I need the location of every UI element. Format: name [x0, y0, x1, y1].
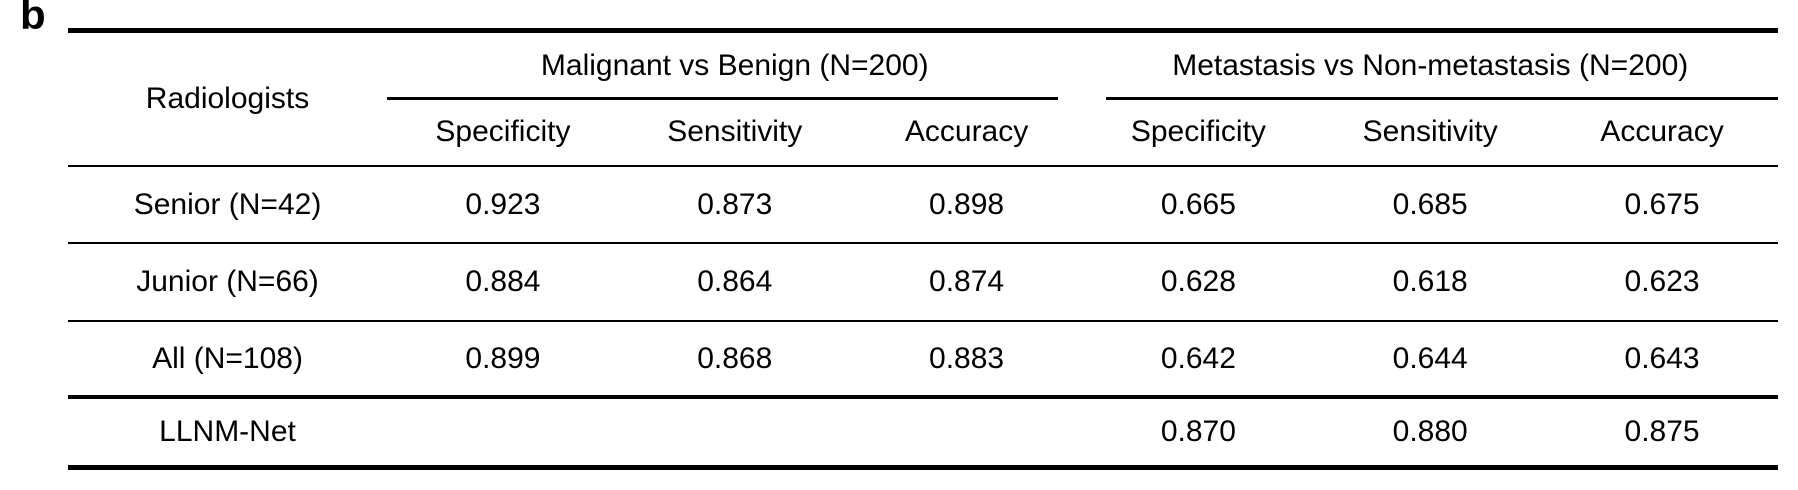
metric-value: 0.685 — [1314, 166, 1547, 244]
panel-label: b — [20, 0, 46, 38]
row-label: Senior (N=42) — [68, 166, 388, 244]
metric-value: 0.618 — [1314, 243, 1547, 322]
metric-value: 0.864 — [618, 243, 851, 322]
table-header-metric-row: Specificity Sensitivity Accuracy Specifi… — [68, 99, 1778, 167]
metric-value: 0.875 — [1624, 415, 1700, 448]
metric-value: 0.675 — [1546, 166, 1778, 244]
table-row-senior: Senior (N=42) 0.923 0.873 0.898 0.665 0.… — [68, 166, 1778, 244]
metric-value: 0.880 — [1392, 415, 1468, 448]
metric-header-sensitivity-1: Sensitivity — [618, 99, 851, 167]
table-header-group-row: Radiologists Malignant vs Benign (N=200)… — [68, 30, 1778, 167]
row-label: Junior (N=66) — [68, 243, 388, 322]
metric-value: 0.874 — [850, 243, 1083, 322]
metric-header-sensitivity-2: Sensitivity — [1314, 99, 1547, 167]
metric-value-empty — [851, 397, 1083, 468]
metric-value: 0.868 — [618, 321, 851, 399]
metric-header-specificity-2: Specificity — [1082, 99, 1315, 167]
metric-value: 0.870 — [1160, 415, 1236, 448]
column-header-radiologists: Radiologists — [68, 30, 388, 167]
metric-value: 0.642 — [1082, 321, 1315, 399]
metric-value: 0.665 — [1082, 166, 1315, 244]
row-label: LLNM-Net — [159, 415, 296, 448]
metric-value: 0.898 — [850, 166, 1083, 244]
metric-value: 0.883 — [850, 321, 1083, 399]
group-header-malignant-vs-benign: Malignant vs Benign (N=200) — [387, 31, 1082, 100]
row-label: All (N=108) — [68, 321, 388, 399]
metric-value-empty — [619, 397, 851, 468]
metric-header-specificity-1: Specificity — [387, 99, 619, 167]
metric-value: 0.643 — [1546, 321, 1778, 399]
metric-value: 0.623 — [1546, 243, 1778, 322]
table-row-all: All (N=108) 0.899 0.868 0.883 0.642 0.64… — [68, 321, 1778, 399]
metric-value: 0.644 — [1314, 321, 1547, 399]
metric-value: 0.899 — [387, 321, 619, 399]
metric-value: 0.884 — [387, 243, 619, 322]
metric-header-accuracy-2: Accuracy — [1546, 99, 1778, 167]
metric-value: 0.873 — [618, 166, 851, 244]
table-row-junior: Junior (N=66) 0.884 0.864 0.874 0.628 0.… — [68, 243, 1778, 322]
group-header-metastasis-vs-non-metastasis: Metastasis vs Non-metastasis (N=200) — [1082, 31, 1778, 100]
metric-value-empty — [387, 397, 619, 468]
metric-header-accuracy-1: Accuracy — [850, 99, 1083, 167]
radiologist-performance-table: Radiologists Malignant vs Benign (N=200)… — [68, 28, 1778, 470]
metric-value: 0.628 — [1082, 243, 1315, 322]
metric-value: 0.923 — [387, 166, 619, 244]
table-row-llnm-net: LLNM-Net 0.870 0.880 0.875 — [68, 397, 1778, 468]
